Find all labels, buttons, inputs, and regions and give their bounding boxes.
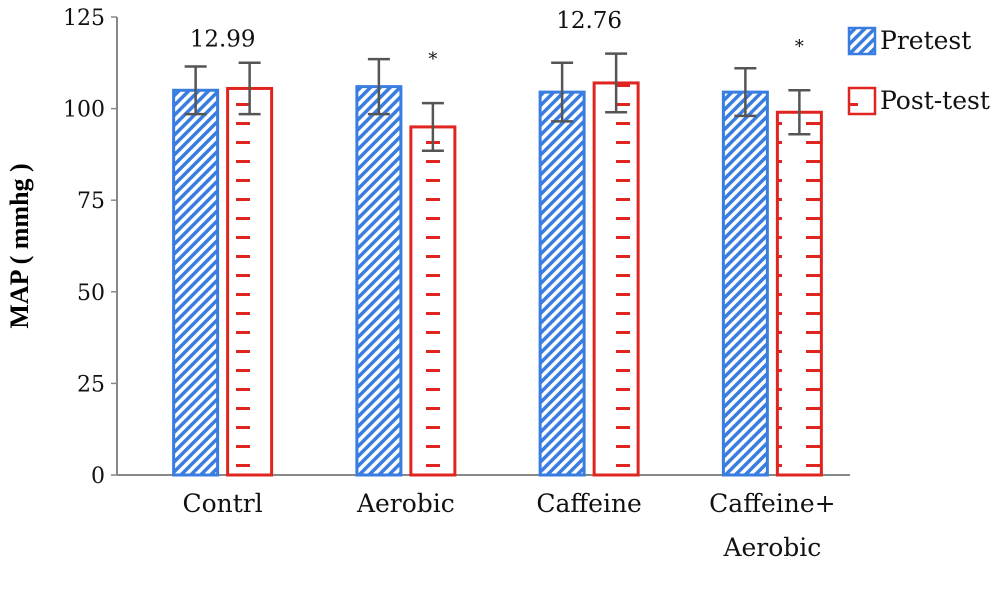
bar-post-test-0: [226, 86, 274, 477]
x-category-label: Contrl: [182, 489, 262, 518]
legend: Pretest Post-test: [847, 26, 990, 116]
value-annotation: 12.99: [190, 26, 256, 52]
significance-marker: *: [795, 36, 804, 57]
y-tick-label: 100: [63, 98, 105, 123]
x-category-label: Caffeine: [536, 489, 641, 518]
value-annotation: 12.76: [556, 8, 622, 34]
x-category-label: Aerobic: [356, 489, 455, 518]
labels: MAP ( mmhg ) Contrl Aerobic Caffeine Caffein…: [5, 8, 836, 562]
legend-swatch: [847, 86, 877, 116]
bar-post-test-3: [775, 110, 823, 477]
significance-marker: *: [428, 49, 437, 70]
y-tick-label: 125: [63, 6, 105, 31]
bar-post-test-1: [409, 125, 457, 477]
bar-pretest-3: [721, 90, 769, 477]
bars: [172, 81, 823, 477]
legend-swatch: [847, 26, 877, 56]
bar-pretest-0: [172, 88, 220, 477]
bar-pretest-2: [538, 90, 586, 477]
bar-pretest-1: [355, 85, 403, 477]
x-category-label: Caffeine+: [709, 489, 835, 518]
y-axis-label: MAP ( mmhg ): [5, 163, 34, 328]
x-category-label: Aerobic: [722, 533, 821, 562]
legend-label: Pretest: [880, 26, 971, 55]
bar-post-test-2: [592, 81, 640, 477]
y-tick-label: 0: [91, 464, 105, 489]
y-tick-label: 25: [77, 372, 105, 397]
legend-label: Post-test: [880, 86, 990, 115]
y-tick-label: 75: [77, 189, 105, 214]
y-tick-label: 50: [77, 281, 105, 306]
error-bars: [184, 52, 811, 152]
